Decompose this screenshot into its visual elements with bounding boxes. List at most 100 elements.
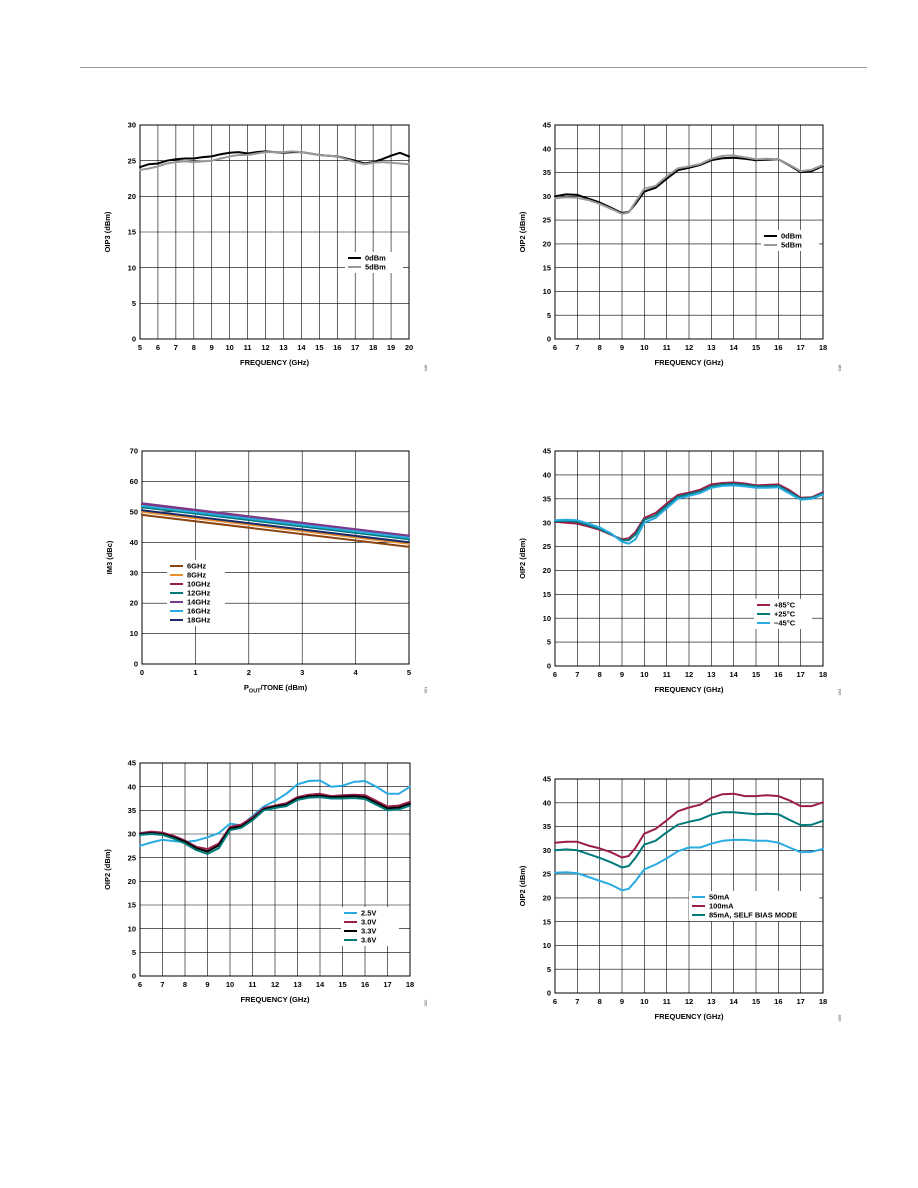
x-tick-label: 16	[361, 980, 369, 989]
figure-id: 048	[837, 364, 842, 371]
figure-id: 051	[423, 686, 428, 693]
x-tick-label: 12	[261, 343, 269, 352]
y-tick-label: 40	[543, 470, 551, 479]
plot-frame	[554, 778, 824, 994]
y-tick-label: 10	[130, 629, 138, 638]
y-axis-label: OIP2 (dBm)	[103, 849, 112, 890]
x-tick-label: 10	[226, 980, 234, 989]
x-tick-label: 8	[183, 980, 187, 989]
legend: +85°C+25°C−45°C	[754, 599, 812, 629]
series-line-12ghz	[141, 506, 410, 541]
legend-item: 3.0V	[344, 918, 376, 927]
x-tick-label: 7	[575, 670, 579, 679]
legend-label: 100mA	[709, 902, 734, 911]
y-tick-label: 25	[543, 216, 551, 225]
y-tick-label: 15	[128, 228, 136, 237]
series-line-3-6v	[139, 796, 411, 855]
y-tick-label: 30	[128, 830, 136, 839]
x-tick-label: 6	[553, 343, 557, 352]
legend-item: 85mA, SELF BIAS MODE	[692, 911, 797, 920]
x-tick-label: 14	[297, 343, 306, 352]
x-axis-label: FREQUENCY (GHz)	[654, 685, 724, 694]
y-tick-label: 30	[128, 121, 136, 130]
y-tick-label: 35	[128, 806, 136, 815]
series-line-85ma-self-bias-mode	[554, 811, 824, 869]
y-tick-label: 50	[130, 507, 138, 516]
x-tick-label: 17	[796, 997, 804, 1006]
y-tick-label: 10	[543, 614, 551, 623]
x-tick-label: 12	[685, 343, 693, 352]
series-line-50ma	[554, 838, 824, 892]
legend-item: 50mA	[692, 893, 730, 902]
y-tick-label: 45	[543, 447, 551, 456]
legend-item: 2.5V	[344, 909, 376, 918]
x-tick-label: 8	[598, 670, 602, 679]
y-tick-label: 0	[547, 662, 551, 671]
legend-label: 16GHz	[187, 607, 211, 616]
x-tick-label: 4	[354, 668, 359, 677]
legend-label: 50mA	[709, 893, 730, 902]
x-tick-label: 16	[774, 997, 782, 1006]
y-tick-label: 0	[134, 660, 138, 669]
x-tick-label: 20	[405, 343, 413, 352]
x-tick-label: 6	[156, 343, 160, 352]
legend-label: −45°C	[774, 619, 796, 628]
y-tick-label: 20	[128, 192, 136, 201]
x-tick-label: 10	[640, 997, 648, 1006]
x-tick-label: 13	[707, 670, 715, 679]
x-tick-label: 8	[192, 343, 196, 352]
series-line-5dbm	[139, 150, 410, 171]
y-tick-label: 40	[543, 798, 551, 807]
y-tick-label: 70	[130, 447, 138, 456]
legend-item: 18GHz	[170, 616, 211, 625]
y-tick-label: 25	[128, 853, 136, 862]
legend-label: 0dBm	[781, 232, 802, 241]
x-tick-label: 12	[685, 997, 693, 1006]
y-tick-label: 5	[547, 638, 551, 647]
x-tick-label: 10	[640, 670, 648, 679]
x-tick-label: 11	[663, 997, 671, 1006]
x-tick-label: 12	[685, 670, 693, 679]
x-axis-label-part: /TONE (dBm)	[261, 683, 308, 692]
legend-label: +25°C	[774, 610, 796, 619]
x-tick-label: 10	[225, 343, 233, 352]
y-tick-label: 20	[543, 893, 551, 902]
y-tick-label: 15	[543, 590, 551, 599]
series-line-45-c	[554, 484, 824, 545]
legend-label: 5dBm	[781, 241, 802, 250]
x-tick-label: 18	[819, 670, 827, 679]
x-tick-label: 15	[338, 980, 346, 989]
legend: 2.5V3.0V3.3V3.6V	[341, 907, 399, 946]
page-header-rule	[80, 67, 867, 68]
legend-item: 10GHz	[170, 580, 211, 589]
x-axis-label: POUT/TONE (dBm)	[244, 683, 308, 695]
x-tick-label: 7	[174, 343, 178, 352]
legend-item: 14GHz	[170, 598, 211, 607]
x-tick-label: 13	[707, 997, 715, 1006]
x-tick-label: 13	[279, 343, 287, 352]
x-tick-label: 14	[316, 980, 325, 989]
y-tick-label: 40	[130, 538, 138, 547]
figure-id: 056	[837, 1014, 842, 1021]
x-tick-label: 17	[351, 343, 359, 352]
plot-frame	[554, 124, 824, 340]
series-line-3-3v	[139, 794, 411, 853]
y-tick-label: 10	[128, 924, 136, 933]
y-tick-label: 30	[543, 518, 551, 527]
x-tick-label: 16	[333, 343, 341, 352]
y-tick-label: 45	[543, 775, 551, 784]
legend-label: 18GHz	[187, 616, 211, 625]
y-tick-label: 30	[543, 846, 551, 855]
y-tick-label: 10	[543, 287, 551, 296]
y-tick-label: 5	[132, 299, 136, 308]
y-tick-label: 10	[128, 263, 136, 272]
x-tick-label: 14	[729, 997, 738, 1006]
x-tick-label: 18	[819, 997, 827, 1006]
plot-frame	[554, 450, 824, 667]
x-tick-label: 0	[140, 668, 144, 677]
series-line-6ghz	[141, 513, 410, 548]
legend-item: 0dBm	[348, 254, 386, 263]
